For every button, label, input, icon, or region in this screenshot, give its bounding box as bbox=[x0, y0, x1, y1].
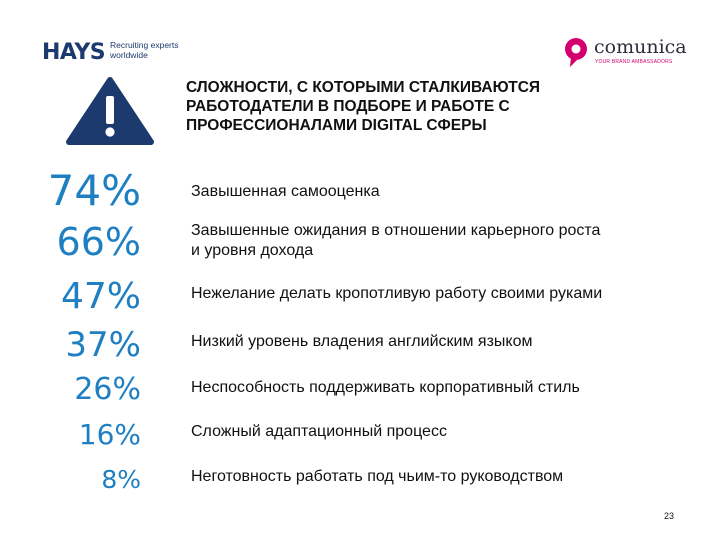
slide-title: СЛОЖНОСТИ, С КОТОРЫМИ СТАЛКИВАЮТСЯ РАБОТ… bbox=[186, 79, 541, 134]
percent-value-4: 37% bbox=[65, 325, 141, 365]
percent-value-3: 47% bbox=[60, 276, 141, 317]
percent-value-2: 66% bbox=[56, 220, 141, 264]
percent-value-6: 16% bbox=[78, 418, 141, 451]
item-text-6: Сложный адаптационный процесс bbox=[191, 423, 447, 440]
item-text-3: Нежелание делать кропотливую работу свои… bbox=[191, 285, 603, 302]
percent-value-7: 8% bbox=[101, 465, 141, 494]
item-text-7: Неготовность работать под чьим-то руково… bbox=[191, 468, 564, 485]
hays-tagline: Recruiting experts worldwide bbox=[110, 40, 179, 60]
item-text-2: Завышенные ожидания в отношении карьерно… bbox=[191, 222, 601, 259]
warning-triangle-icon bbox=[66, 77, 154, 145]
percent-value-5: 26% bbox=[74, 372, 141, 407]
item-text-1: Завышенная самооценка bbox=[191, 183, 380, 200]
comunica-tagline: YOUR BRAND AMBASSADORS bbox=[595, 59, 673, 65]
percent-value-1: 74% bbox=[47, 166, 141, 215]
item-text-5: Неспособность поддерживать корпоративный… bbox=[191, 379, 580, 396]
comunica-speech-bubble-icon bbox=[565, 38, 587, 67]
comunica-logo: comunica YOUR BRAND AMBASSADORS bbox=[562, 36, 692, 70]
hays-logo-word: HAYS bbox=[42, 40, 106, 65]
page-number: 23 bbox=[664, 511, 675, 521]
comunica-logo-word: comunica bbox=[594, 36, 687, 58]
item-text-4: Низкий уровень владения английским языко… bbox=[191, 333, 533, 350]
